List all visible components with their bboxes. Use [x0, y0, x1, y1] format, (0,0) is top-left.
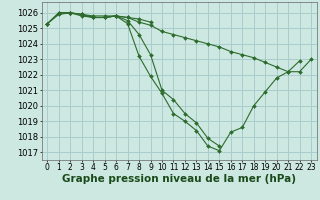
X-axis label: Graphe pression niveau de la mer (hPa): Graphe pression niveau de la mer (hPa): [62, 174, 296, 184]
